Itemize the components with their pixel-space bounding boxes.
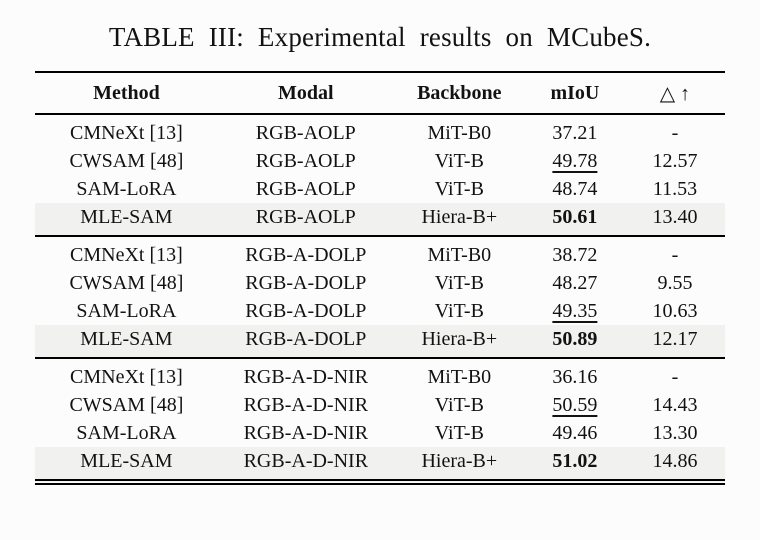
column-header-backbone: Backbone: [417, 81, 502, 104]
modal-cell: RGB-A-D-NIR: [243, 449, 369, 472]
modal-cell: RGB-AOLP: [255, 121, 356, 144]
miou-cell: 51.02: [525, 447, 625, 482]
backbone-cell: MiT-B0: [427, 243, 492, 266]
table-row: CWSAM [48] RGB-AOLP ViT-B 49.78 12.57: [35, 147, 725, 175]
backbone-cell: ViT-B: [434, 393, 484, 416]
method-cell: SAM-LoRA: [76, 177, 177, 200]
group-rgb-a-dolp: CMNeXt [13] RGB-A-DOLP MiT-B0 38.72 - CW…: [35, 236, 725, 358]
method-cell: CMNeXt [13]: [70, 365, 183, 388]
backbone-cell: ViT-B: [434, 421, 484, 444]
miou-cell: 38.72: [525, 236, 625, 269]
backbone-cell: Hiera-B+: [421, 327, 498, 350]
backbone-cell: ViT-B: [434, 271, 484, 294]
delta-cell: -: [671, 121, 679, 144]
miou-cell: 36.16: [525, 358, 625, 391]
table-row: SAM-LoRA RGB-A-DOLP ViT-B 49.35 10.63: [35, 297, 725, 325]
method-cell: MLE-SAM: [80, 205, 173, 228]
modal-cell: RGB-A-DOLP: [245, 243, 367, 266]
method-cell: MLE-SAM: [80, 327, 173, 350]
miou-value: 50.89: [552, 327, 598, 350]
miou-value: 38.72: [552, 243, 598, 266]
miou-value: 48.74: [552, 177, 598, 200]
modal-cell: RGB-A-D-NIR: [243, 365, 369, 388]
paper-page: TABLE III: Experimental results on MCube…: [0, 22, 760, 485]
miou-cell: 50.89: [525, 325, 625, 358]
modal-cell: RGB-AOLP: [255, 177, 356, 200]
backbone-cell: ViT-B: [434, 149, 484, 172]
table-row: CMNeXt [13] RGB-AOLP MiT-B0 37.21 -: [35, 114, 725, 147]
table-row: SAM-LoRA RGB-AOLP ViT-B 48.74 11.53: [35, 175, 725, 203]
table-row: CMNeXt [13] RGB-A-DOLP MiT-B0 38.72 -: [35, 236, 725, 269]
backbone-cell: ViT-B: [434, 299, 484, 322]
miou-value: 37.21: [552, 121, 598, 144]
miou-value: 49.35: [552, 299, 598, 322]
table-row: MLE-SAM RGB-A-D-NIR Hiera-B+ 51.02 14.86: [35, 447, 725, 482]
miou-cell: 50.59: [525, 391, 625, 419]
delta-cell: -: [671, 365, 679, 388]
miou-cell: 37.21: [525, 114, 625, 147]
miou-value: 49.46: [552, 421, 598, 444]
delta-cell: 14.43: [652, 393, 698, 416]
miou-cell: 48.74: [525, 175, 625, 203]
backbone-cell: MiT-B0: [427, 121, 492, 144]
delta-cell: 12.17: [652, 327, 698, 350]
column-header-delta: △ ↑: [659, 82, 691, 105]
table-caption: TABLE III: Experimental results on MCube…: [108, 22, 652, 52]
modal-cell: RGB-AOLP: [255, 149, 356, 172]
results-table: Method Modal Backbone mIoU △ ↑ CMNeXt [1…: [35, 71, 725, 485]
backbone-cell: Hiera-B+: [421, 449, 498, 472]
modal-cell: RGB-A-D-NIR: [243, 393, 369, 416]
method-cell: SAM-LoRA: [76, 299, 177, 322]
miou-cell: 50.61: [525, 203, 625, 236]
modal-cell: RGB-AOLP: [255, 205, 356, 228]
miou-cell: 48.27: [525, 269, 625, 297]
miou-value: 48.27: [552, 271, 598, 294]
backbone-cell: Hiera-B+: [421, 205, 498, 228]
miou-value: 51.02: [552, 449, 598, 472]
method-cell: CWSAM [48]: [69, 149, 184, 172]
method-cell: SAM-LoRA: [76, 421, 177, 444]
modal-cell: RGB-A-D-NIR: [243, 421, 369, 444]
miou-value: 36.16: [552, 365, 598, 388]
modal-cell: RGB-A-DOLP: [245, 299, 367, 322]
delta-cell: 14.86: [652, 449, 698, 472]
group-rgb-aolp: CMNeXt [13] RGB-AOLP MiT-B0 37.21 - CWSA…: [35, 114, 725, 236]
table-header: Method Modal Backbone mIoU △ ↑: [35, 72, 725, 114]
method-cell: MLE-SAM: [80, 449, 173, 472]
backbone-cell: ViT-B: [434, 177, 484, 200]
delta-cell: 13.30: [652, 421, 698, 444]
delta-cell: 9.55: [657, 271, 693, 294]
delta-cell: 10.63: [652, 299, 698, 322]
backbone-cell: MiT-B0: [427, 365, 492, 388]
column-header-method: Method: [93, 81, 160, 104]
miou-value: 50.61: [552, 205, 598, 228]
miou-value: 49.78: [552, 149, 598, 172]
group-rgb-a-d-nir: CMNeXt [13] RGB-A-D-NIR MiT-B0 36.16 - C…: [35, 358, 725, 482]
column-header-modal: Modal: [278, 81, 334, 104]
delta-cell: 12.57: [652, 149, 698, 172]
method-cell: CMNeXt [13]: [70, 121, 183, 144]
table-row: CMNeXt [13] RGB-A-D-NIR MiT-B0 36.16 -: [35, 358, 725, 391]
method-cell: CMNeXt [13]: [70, 243, 183, 266]
column-header-miou: mIoU: [550, 81, 600, 104]
modal-cell: RGB-A-DOLP: [245, 271, 367, 294]
table-row: CWSAM [48] RGB-A-DOLP ViT-B 48.27 9.55: [35, 269, 725, 297]
table-row: MLE-SAM RGB-AOLP Hiera-B+ 50.61 13.40: [35, 203, 725, 236]
miou-cell: 49.35: [525, 297, 625, 325]
delta-cell: 13.40: [652, 205, 698, 228]
miou-cell: 49.46: [525, 419, 625, 447]
miou-value: 50.59: [552, 393, 598, 416]
modal-cell: RGB-A-DOLP: [245, 327, 367, 350]
method-cell: CWSAM [48]: [69, 393, 184, 416]
table-row: MLE-SAM RGB-A-DOLP Hiera-B+ 50.89 12.17: [35, 325, 725, 358]
method-cell: CWSAM [48]: [69, 271, 184, 294]
header-row: Method Modal Backbone mIoU △ ↑: [35, 72, 725, 114]
delta-cell: 11.53: [652, 177, 698, 200]
table-row: CWSAM [48] RGB-A-D-NIR ViT-B 50.59 14.43: [35, 391, 725, 419]
miou-cell: 49.78: [525, 147, 625, 175]
delta-cell: -: [671, 243, 679, 266]
table-row: SAM-LoRA RGB-A-D-NIR ViT-B 49.46 13.30: [35, 419, 725, 447]
